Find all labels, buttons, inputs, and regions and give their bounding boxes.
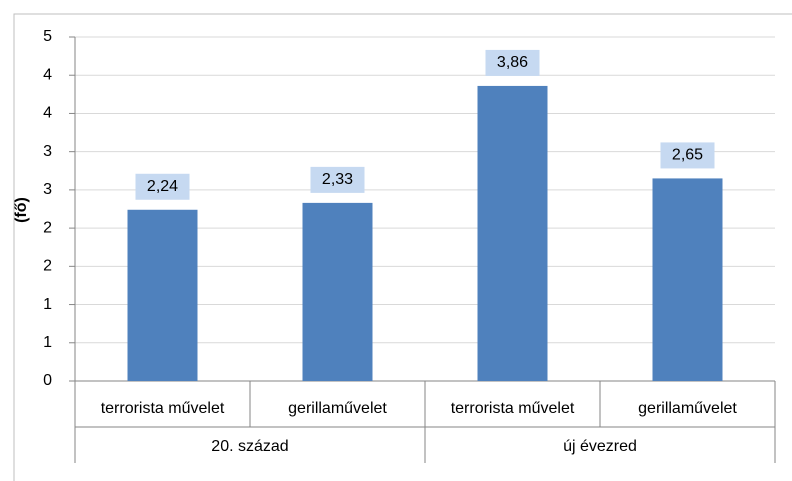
data-label: 2,65	[672, 147, 703, 164]
data-label: 3,86	[497, 54, 528, 71]
bar	[302, 202, 373, 381]
y-tick-label: 1	[43, 334, 52, 351]
y-tick-label: 3	[43, 181, 52, 198]
group-label: 20. század	[211, 438, 288, 455]
chart-border	[13, 13, 792, 481]
x-tick-label: terrorista művelet	[101, 400, 225, 417]
data-label-box	[135, 173, 190, 200]
data-label: 2,24	[147, 178, 178, 195]
group-label: új évezred	[563, 438, 637, 455]
bar	[127, 209, 198, 381]
y-tick-label: 0	[43, 372, 52, 389]
x-tick-label: gerillaművelet	[288, 400, 387, 417]
y-tick-label: 4	[43, 66, 52, 83]
y-tick-label: 3	[43, 143, 52, 160]
y-axis-title: (fő)	[13, 197, 30, 223]
bar	[652, 178, 723, 381]
data-label-box	[660, 142, 715, 169]
x-tick-label: terrorista művelet	[451, 400, 575, 417]
x-tick-label: gerillaművelet	[638, 400, 737, 417]
y-tick-label: 5	[43, 28, 52, 45]
data-label-box	[310, 166, 365, 193]
data-label: 2,33	[322, 171, 353, 188]
data-label-box	[485, 49, 540, 76]
y-tick-label: 2	[43, 219, 52, 236]
y-tick-label: 2	[43, 258, 52, 275]
bar	[477, 85, 548, 382]
y-tick-label: 4	[43, 105, 52, 122]
y-tick-label: 1	[43, 296, 52, 313]
